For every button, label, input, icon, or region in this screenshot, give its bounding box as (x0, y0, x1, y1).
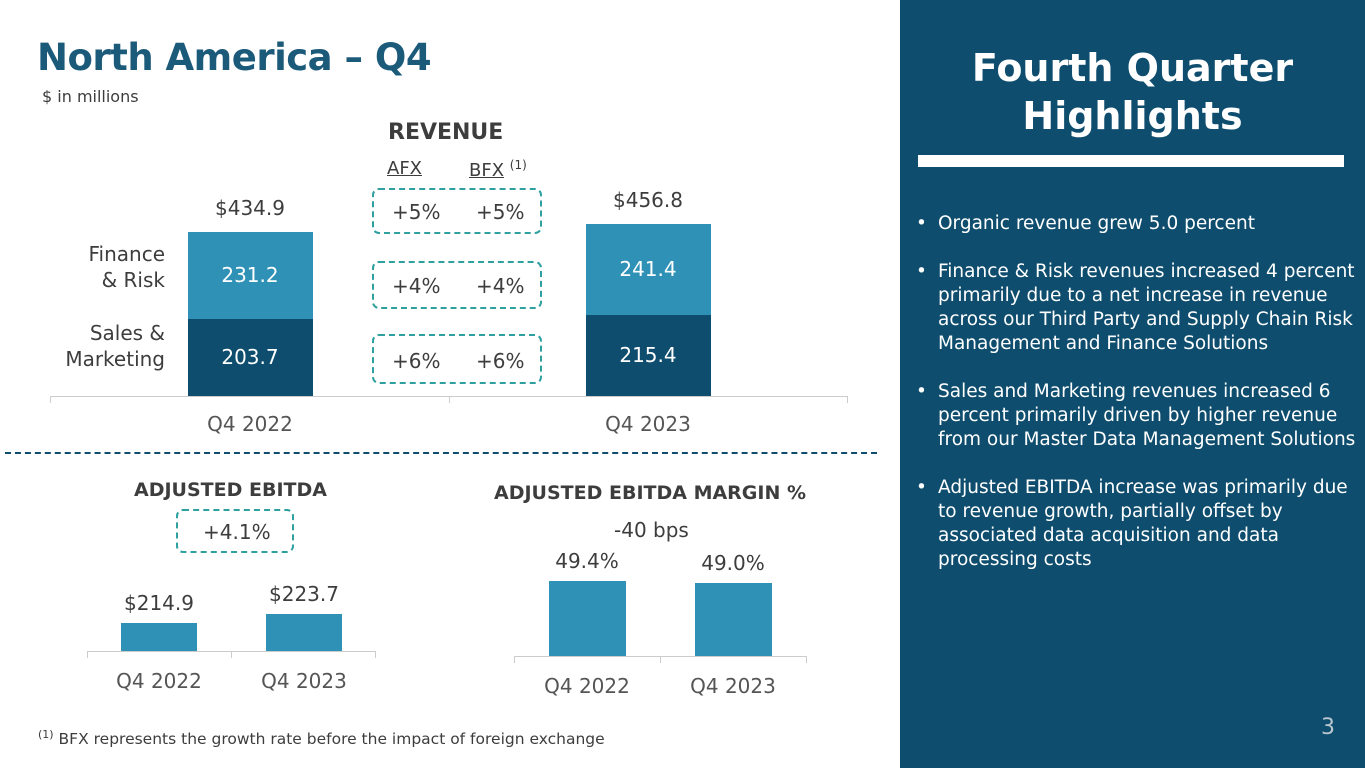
ebitda-axis-tick (231, 651, 232, 658)
margin-axis-tick (660, 656, 661, 663)
margin-axis-tick (806, 656, 807, 663)
revenue-heading: REVENUE (388, 120, 504, 145)
revenue-x-tick-label: Q4 2022 (207, 412, 293, 436)
growth-box-sales-marketing: +6% +6% (372, 334, 542, 384)
highlight-item: • Organic revenue grew 5.0 percent (916, 213, 1255, 234)
revenue-axis-tick (50, 396, 51, 403)
revenue-bar-sales-marketing (187, 319, 313, 396)
growth-afx-sales-marketing: +6% (392, 349, 441, 373)
afx-header: AFX (387, 158, 422, 179)
growth-bfx-sales-marketing: +6% (476, 349, 525, 373)
ebitda-axis-tick (375, 651, 376, 658)
revenue-label-finance-risk: 231.2 (221, 262, 279, 287)
revenue-label-finance-risk: 241.4 (619, 256, 677, 281)
highlights-rule (918, 155, 1344, 167)
highlight-item: • Sales and Marketing revenues increased … (916, 381, 1356, 450)
highlights-title-line2: Highlights (1022, 94, 1243, 138)
growth-bfx-finance-risk: +4% (476, 274, 525, 298)
footnote-text: BFX represents the growth rate before th… (58, 730, 605, 749)
bfx-footnote-marker: (1) (509, 158, 527, 172)
bfx-label: BFX (469, 160, 505, 181)
revenue-total-label: $434.9 (215, 196, 285, 221)
ebitda-value-label: $223.7 (269, 581, 339, 606)
revenue-label-sales-marketing: 215.4 (619, 342, 677, 367)
margin-change: -40 bps (614, 518, 689, 542)
margin-axis-tick (514, 656, 515, 663)
margin-bar (548, 581, 626, 656)
ebitda-heading: ADJUSTED EBITDA (134, 479, 327, 501)
margin-value-label: 49.4% (555, 549, 619, 573)
bfx-header: BFX (1) (469, 158, 527, 181)
sales-marketing-label: Sales & Marketing (55, 320, 165, 372)
highlight-item: • Finance & Risk revenues increased 4 per… (916, 261, 1355, 354)
growth-afx-finance-risk: +4% (392, 274, 441, 298)
finance-risk-label: Finance & Risk (60, 241, 165, 293)
ebitda-value-label: $214.9 (124, 590, 194, 615)
highlight-item: • Adjusted EBITDA increase was primarily … (916, 477, 1348, 570)
ebitda-x-tick-label: Q4 2022 (116, 669, 202, 693)
revenue-axis-tick (449, 396, 450, 403)
ebitda-bar (266, 613, 342, 651)
highlights-title-line1: Fourth Quarter (971, 46, 1294, 90)
ebitda-x-tick-label: Q4 2023 (261, 669, 347, 693)
revenue-bar-finance-risk (585, 224, 711, 315)
revenue-x-tick-label: Q4 2023 (605, 412, 691, 436)
margin-x-tick-label: Q4 2023 (690, 674, 776, 698)
ebitda-axis-tick (87, 651, 88, 658)
growth-bfx-total: +5% (476, 200, 525, 224)
ebitda-growth: +4.1% (203, 520, 271, 544)
units-subtitle: $ in millions (42, 87, 139, 106)
growth-afx-total: +5% (392, 200, 441, 224)
bullet-icon: • (916, 213, 927, 234)
growth-box-total: +5% +5% (372, 188, 542, 234)
revenue-bar-sales-marketing (585, 315, 711, 396)
sales-marketing-label-line1: Sales & (89, 321, 165, 345)
revenue-axis-tick (847, 396, 848, 403)
page-title: North America – Q4 (37, 36, 432, 79)
ebitda-bar (121, 622, 197, 651)
ebitda-growth-box: +4.1% (176, 509, 294, 553)
margin-heading: ADJUSTED EBITDA MARGIN % (494, 482, 807, 504)
sales-marketing-label-line2: Marketing (65, 347, 165, 371)
page-number: 3 (1321, 715, 1335, 740)
bullet-icon: • (916, 261, 927, 282)
margin-bar (694, 583, 772, 656)
revenue-label-sales-marketing: 203.7 (221, 344, 279, 369)
margin-value-label: 49.0% (701, 551, 765, 575)
highlights-list: • Organic revenue grew 5.0 percent • Finan… (916, 212, 1356, 596)
highlights-panel: Fourth Quarter Highlights • Organic reven… (900, 0, 1365, 768)
revenue-x-axis (50, 396, 847, 397)
bullet-icon: • (916, 477, 927, 498)
revenue-total-label: $456.8 (613, 188, 683, 213)
section-divider (5, 452, 877, 454)
footnote: (1) BFX represents the growth rate befor… (38, 728, 605, 748)
finance-risk-label-line1: Finance (88, 242, 165, 266)
bullet-icon: • (916, 381, 927, 402)
highlights-title: Fourth Quarter Highlights (900, 44, 1365, 140)
revenue-bar-finance-risk (187, 232, 313, 320)
footnote-marker: (1) (38, 728, 54, 741)
finance-risk-label-line2: & Risk (101, 268, 165, 292)
margin-x-tick-label: Q4 2022 (544, 674, 630, 698)
growth-box-finance-risk: +4% +4% (372, 261, 542, 309)
